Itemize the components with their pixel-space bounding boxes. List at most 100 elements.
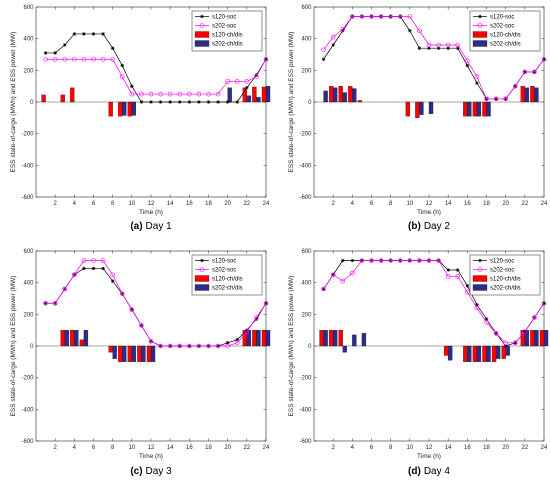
bar-s120-ch-dis-h11 xyxy=(137,345,142,362)
legend-label-s202-ch-dis: s202-ch/dis xyxy=(212,286,243,292)
point-s202-soc-h22 xyxy=(244,329,250,335)
y-tick-label: 600 xyxy=(23,249,34,255)
panel-caption: (c) Day 3 xyxy=(130,466,172,477)
y-axis-label: ESS state-of-carge (MWh) and ESS power (… xyxy=(288,276,295,417)
point-s120-soc-h13 xyxy=(436,46,441,50)
point-s120-soc-h22 xyxy=(245,85,249,90)
caption-letter: (c) xyxy=(130,466,142,477)
x-tick-label: 6 xyxy=(92,201,96,207)
x-axis-label: Time (h) xyxy=(139,453,163,460)
bar-s202-ch-dis-h2 xyxy=(333,87,338,103)
y-tick-label: 400 xyxy=(301,281,312,287)
point-s202-soc-h3 xyxy=(340,278,346,284)
legend-swatch-s120-ch-dis xyxy=(194,31,210,38)
legend-swatch-s202-ch-dis xyxy=(472,284,488,291)
legend-marker-s202-soc xyxy=(199,23,205,28)
point-s202-soc-h22 xyxy=(522,69,528,75)
x-tick-label: 12 xyxy=(148,445,155,451)
point-s120-soc-h9 xyxy=(120,63,125,68)
y-tick-label: -400 xyxy=(21,163,34,169)
bar-s202-ch-dis-h11 xyxy=(141,345,146,362)
point-s202-soc-h11 xyxy=(139,91,144,97)
x-tick-label: 2 xyxy=(53,445,57,451)
bar-s120-ch-dis-h17 xyxy=(472,345,478,362)
bar-s120-ch-dis-h24 xyxy=(261,86,267,103)
bar-s202-ch-dis-h9 xyxy=(122,101,127,116)
y-tick-label: -400 xyxy=(21,407,34,413)
legend-label-s120-soc: s120-soc xyxy=(490,259,514,265)
x-tick-label: 12 xyxy=(426,201,433,207)
point-s202-soc-h8 xyxy=(110,272,115,278)
y-tick-label: -600 xyxy=(21,195,34,201)
x-tick-label: 10 xyxy=(128,445,135,451)
bar-s120-ch-dis-h10 xyxy=(405,101,410,117)
point-s202-soc-h8 xyxy=(110,56,115,62)
bar-s120-ch-dis-h10 xyxy=(127,345,132,362)
point-s120-soc-h6 xyxy=(91,266,96,271)
bar-s202-ch-dis-h17 xyxy=(476,345,482,362)
y-axis-label: ESS state-of-carge (MWh) and ESS power (… xyxy=(10,276,17,417)
x-tick-label: 2 xyxy=(331,201,335,207)
point-s202-soc-h8 xyxy=(388,14,393,19)
point-s202-soc-h5 xyxy=(359,14,365,19)
y-tick-label: 600 xyxy=(301,249,312,255)
point-s120-soc-h15 xyxy=(455,268,460,272)
x-tick-label: 12 xyxy=(426,445,433,451)
bar-s120-ch-dis-h8 xyxy=(108,345,113,353)
point-s202-soc-h20 xyxy=(503,96,508,102)
bar-s120-ch-dis-h14 xyxy=(443,345,449,356)
bar-s202-ch-dis-h23 xyxy=(256,330,261,347)
point-s202-soc-h14 xyxy=(445,274,451,279)
y-tick-label: 200 xyxy=(301,312,312,318)
legend-swatch-s202-ch-dis xyxy=(194,40,210,47)
point-s202-soc-h12 xyxy=(426,258,432,263)
point-s202-soc-h3 xyxy=(340,26,346,32)
point-s202-soc-h22 xyxy=(522,329,528,335)
point-s120-soc-h20 xyxy=(225,100,230,104)
point-s202-soc-h18 xyxy=(206,343,211,349)
point-s120-soc-h16 xyxy=(465,284,470,288)
point-s202-soc-h4 xyxy=(72,272,77,278)
point-s202-soc-h24 xyxy=(541,56,547,62)
bar-s120-ch-dis-h24 xyxy=(539,330,545,347)
line-s202-soc xyxy=(45,260,267,347)
point-s202-soc-h24 xyxy=(263,56,269,62)
bar-s120-ch-dis-h11 xyxy=(415,101,420,118)
bar-s120-ch-dis-h4 xyxy=(70,330,75,347)
point-s120-soc-h3 xyxy=(340,28,345,33)
point-s202-soc-h12 xyxy=(426,42,432,48)
x-tick-label: 8 xyxy=(111,201,115,207)
legend-label-s120-ch-dis: s120-ch/dis xyxy=(212,33,243,39)
y-tick-label: -400 xyxy=(299,163,312,169)
bar-s202-ch-dis-h8 xyxy=(112,345,117,359)
point-s202-soc-h7 xyxy=(100,56,106,62)
point-s202-soc-h22 xyxy=(244,79,250,84)
legend-swatch-s120-ch-dis xyxy=(472,31,488,38)
point-s202-soc-h21 xyxy=(512,340,518,346)
bar-s202-ch-dis-h12 xyxy=(428,101,434,115)
y-tick-label: -200 xyxy=(299,132,312,138)
point-s120-soc-h19 xyxy=(216,100,220,104)
y-tick-label: 400 xyxy=(23,281,34,287)
legend-label-s120-ch-dis: s120-ch/dis xyxy=(212,277,243,283)
x-tick-label: 6 xyxy=(370,445,374,451)
x-tick-label: 8 xyxy=(389,445,393,451)
bar-s202-ch-dis-h17 xyxy=(476,101,482,117)
point-s202-soc-h1 xyxy=(43,56,48,62)
bar-s120-ch-dis-h23 xyxy=(252,330,257,347)
y-tick-label: 200 xyxy=(23,68,34,74)
y-tick-label: -200 xyxy=(299,376,312,382)
y-tick-label: 0 xyxy=(308,100,312,106)
point-s202-soc-h7 xyxy=(100,258,106,263)
point-s120-soc-h14 xyxy=(446,268,450,272)
point-s202-soc-h24 xyxy=(541,300,547,306)
y-tick-label: 600 xyxy=(301,5,312,11)
point-s202-soc-h4 xyxy=(350,270,355,276)
point-s202-soc-h7 xyxy=(378,258,384,263)
y-tick-label: -600 xyxy=(299,195,312,201)
bar-s202-ch-dis-h2 xyxy=(333,330,338,347)
point-s202-soc-h12 xyxy=(148,91,154,97)
bar-s202-ch-dis-h10 xyxy=(131,345,137,362)
bar-s202-ch-dis-h10 xyxy=(131,101,137,116)
point-s202-soc-h18 xyxy=(206,91,211,97)
